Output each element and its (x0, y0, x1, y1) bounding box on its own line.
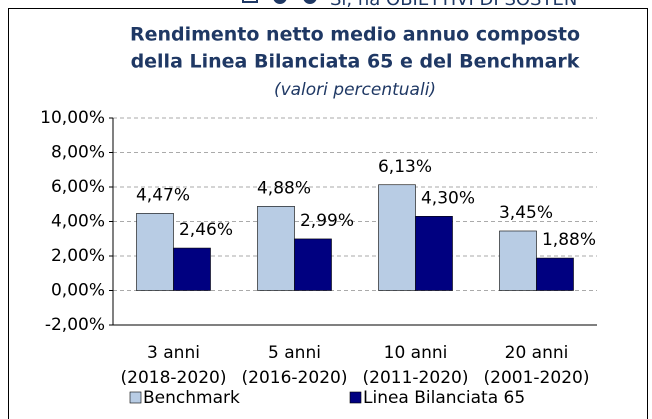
x-tick-label: (2016-2020) (242, 368, 348, 388)
bar (173, 247, 211, 291)
chart-title: Rendimento netto medio annuo composto (130, 24, 580, 46)
bar (294, 238, 332, 291)
bar (536, 257, 574, 291)
bar (415, 216, 453, 291)
bullet-icon (303, 0, 317, 4)
x-tick-label: 10 anni (384, 343, 448, 363)
legend-label: Benchmark (143, 388, 240, 408)
legend-swatch (349, 391, 362, 404)
x-tick-label: 3 anni (147, 343, 200, 363)
x-tick-label: 20 anni (505, 343, 569, 363)
value-label: 4,88% (257, 178, 311, 198)
value-label: 4,30% (421, 188, 475, 208)
x-tick-label: (2018-2020) (121, 368, 227, 388)
y-tick-label: 8,00% (51, 143, 105, 163)
value-label: 6,13% (378, 157, 432, 177)
value-label: 1,88% (542, 230, 596, 250)
y-tick-label: 6,00% (51, 177, 105, 197)
legend-swatch (129, 391, 142, 404)
x-tick-label: 5 anni (268, 343, 321, 363)
chart-subtitle: (valori percentuali) (274, 80, 436, 100)
value-label: 3,45% (499, 203, 553, 223)
x-tick-label: (2011-2020) (363, 368, 469, 388)
bar (257, 206, 295, 291)
value-label: 2,46% (179, 220, 233, 240)
page-fragment: Sì, ha OBIETTIVI DI SOSTEN (330, 0, 577, 10)
checkbox-icon (242, 0, 258, 3)
y-tick-label: -2,00% (45, 315, 105, 335)
chart-title: della Linea Bilanciata 65 e del Benchmar… (131, 51, 580, 73)
value-label: 4,47% (136, 185, 190, 205)
chart-frame (8, 8, 648, 419)
y-tick-label: 0,00% (51, 281, 105, 301)
legend-label: Linea Bilanciata 65 (363, 388, 525, 408)
y-tick-label: 2,00% (51, 246, 105, 266)
x-tick-label: (2001-2020) (484, 368, 590, 388)
y-tick-label: 4,00% (51, 212, 105, 232)
bullet-icon (273, 0, 287, 4)
bar (499, 230, 537, 291)
y-tick-label: 10,00% (40, 108, 105, 128)
bar (136, 213, 174, 291)
value-label: 2,99% (300, 211, 354, 231)
bar (378, 184, 416, 291)
